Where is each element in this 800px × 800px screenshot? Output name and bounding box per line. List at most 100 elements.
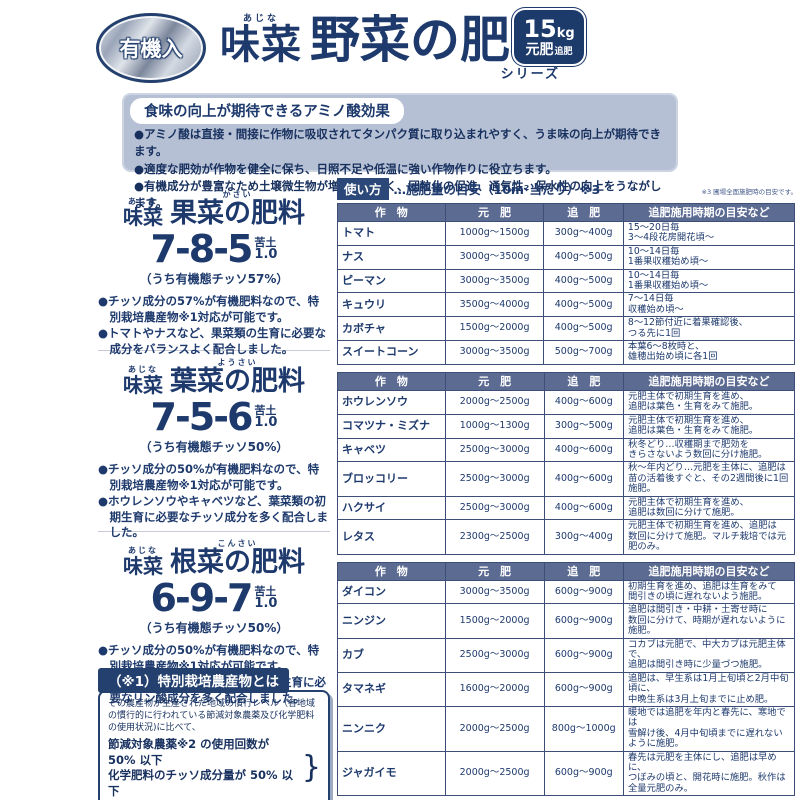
crop-name: ハクサイ	[337, 495, 446, 521]
col-timing: 追肥施用時期の目安など	[622, 203, 796, 222]
magnesia-label: 苦土	[254, 236, 277, 249]
topdress-amount: 400g〜500g	[543, 316, 624, 342]
topdress-amount: 400g〜600g	[543, 437, 625, 463]
crop-name: ナス	[337, 244, 446, 270]
timing-note: 秋〜年内どり…元肥を主体に、追肥は 苗の活着後すぐと、その2週間後に1回施肥。	[623, 461, 795, 497]
magnesia-value: 1.0	[254, 415, 278, 430]
basal-amount: 1600g〜2000g	[444, 671, 545, 708]
banner-bullet: ●適度な肥効が作物を健全に保ち、日照不足や低温に強い作物作りに役立ちます。	[134, 161, 557, 176]
crop-name: カボチャ	[337, 316, 446, 342]
timing-note: 秋冬どり…収穫期まで肥効を きらさないよう数回に分け施肥。	[623, 437, 795, 463]
basal-amount: 2000g〜2500g	[444, 750, 545, 797]
basal-amount: 2500g〜3000g	[444, 437, 545, 463]
basal-amount: 3000g〜3500g	[444, 579, 545, 605]
timing-note: 追肥は間引き・中耕・土寄せ時に 数回に分けて、時期が遅れないように施肥。	[622, 603, 796, 639]
basal-amount: 1500g〜2000g	[444, 603, 545, 639]
basal-amount: 2500g〜3000g	[444, 637, 545, 673]
crop-name: トマト	[337, 221, 446, 246]
note1-intro: その農産物が生産された地域の慣行レベル（各地域の慣行的に行われている節減対象農薬…	[108, 699, 316, 734]
topdress-amount: 400g〜600g	[543, 495, 625, 521]
table-row: ジャガイモ 2000g〜2500g 600g〜900g 春先は元肥を主体にし、追肥は早…	[337, 750, 796, 797]
topdress-amount: 300g〜400g	[543, 519, 625, 555]
crop-name: キュウリ	[337, 292, 446, 318]
topdress-amount: 300g〜500g	[543, 413, 625, 439]
crop-name: ホウレンソウ	[337, 389, 446, 415]
timing-note: 元肥主体で初期生育を進め、 追肥は葉色・生育をみて施肥。	[623, 413, 795, 439]
table-row: ピーマン 3000g〜3500g 400g〜500g 10〜14日毎 1番果収穫始め頃…	[337, 268, 796, 294]
banner-bullets: ●アミノ酸は直接・間接に作物に吸収されてタンパク質に取り込まれやすく、うま味の向…	[122, 124, 678, 212]
topdress-amount: 600g〜900g	[543, 671, 624, 708]
basal-amount: 2300g〜2500g	[444, 519, 545, 555]
table-row: トマト 1000g〜1500g 300g〜400g 15〜20日毎 3〜4段花房開花頃…	[337, 221, 796, 246]
timing-note: 追肥は、早生系は1月上旬頃と2月中旬頃に、 中晩生系は3月上旬までに止め肥。	[622, 671, 796, 708]
usage-footnote: ※3 圃場全面施肥時の目安です。	[701, 188, 798, 196]
banner-bullet: ●アミノ酸は直接・間接に作物に吸収されてタンパク質に取り込まれやすく、うま味の向…	[134, 127, 661, 159]
product-brand: 味菜	[123, 205, 163, 229]
timing-note: 元肥主体で初期生育を進め、追肥は 数回に分けて施肥。マルチ栽培では元肥のみ。	[623, 519, 795, 555]
note1-bold-line: 化学肥料のチッソ成分量が 50% 以下	[108, 768, 294, 798]
timing-note: 8〜12節付近に着果確認後、 つる先に1回	[622, 316, 796, 342]
product-brand-ruby: あじな	[128, 197, 158, 206]
col-crop: 作 物	[337, 561, 446, 581]
table-row: ダイコン 3000g〜3500g 600g〜900g 初期生育を進め、追肥は生育をみて…	[337, 579, 796, 605]
product-name-ruby: こんさい	[217, 539, 258, 548]
basal-amount: 1500g〜2000g	[444, 316, 545, 342]
product-name: 根菜の肥料	[170, 547, 305, 578]
basal-amount: 1000g〜1300g	[444, 413, 545, 439]
col-topdress: 追 肥	[543, 203, 624, 222]
basal-amount: 2500g〜3000g	[444, 461, 545, 497]
weight-number: 15	[523, 15, 557, 43]
topdress-amount: 400g〜600g	[543, 389, 625, 415]
usage-label: 使い方	[337, 178, 389, 200]
npk-value: 7-8-5	[150, 227, 254, 271]
organic-badge: 有機入	[96, 13, 206, 83]
col-crop: 作 物	[337, 371, 446, 391]
product-bullet: ●チッソ成分の50%が有機肥料なので、特別栽培農産物※1対応が可能です。	[98, 462, 320, 492]
timing-note: 15〜20日毎 3〜4段花房開花頃〜	[622, 221, 796, 246]
organic-badge-label: 有機入	[119, 37, 183, 61]
crop-name: ダイコン	[337, 579, 446, 605]
organic-ratio: （うち有機態チッソ50%）	[139, 440, 289, 454]
topdress-amount: 300g〜400g	[543, 221, 624, 246]
amino-banner: 食味の向上が期待できるアミノ酸効果 ●アミノ酸は直接・間接に作物に吸収されてタン…	[122, 93, 678, 210]
product-brand: 味菜	[123, 554, 163, 578]
product-brand-ruby: あじな	[128, 365, 158, 374]
crop-name: スイートコーン	[337, 340, 446, 365]
crop-name: ピーマン	[337, 268, 446, 294]
table-row: ハクサイ 2500g〜3000g 400g〜600g 元肥主体で初期生育を進め、 追肥…	[337, 495, 795, 521]
product-root-veg: あじな 味菜 こんさい 根菜の肥料 6-9-7 苦土 1.0 （うち有機態チッソ50%…	[98, 531, 330, 705]
col-topdress: 追 肥	[543, 371, 625, 391]
product-brand-ruby: あじな	[128, 546, 158, 555]
table-header-row: 作 物 元 肥 追 肥 追肥施用時期の目安など	[337, 561, 796, 581]
product-bullet: ●トマトやナスなど、果菜類の生育に必要な成分をバランスよく配合しました。	[98, 325, 326, 356]
table-row: カボチャ 1500g〜2000g 400g〜500g 8〜12節付近に着果確認後、 つ…	[337, 316, 796, 342]
col-timing: 追肥施用時期の目安など	[623, 371, 795, 391]
table-header-row: 作 物 元 肥 追 肥 追肥施用時期の目安など	[337, 203, 796, 222]
table-header-row: 作 物 元 肥 追 肥 追肥施用時期の目安など	[337, 371, 795, 391]
usage-header: 使い方 …施肥量の目安（10m²当たり）※3 ※3 圃場全面施肥時の目安です。	[337, 178, 797, 200]
organic-ratio: （うち有機態チッソ50%）	[139, 621, 289, 635]
product-leaf-veg: あじな 味菜 ようさい 葉菜の肥料 7-5-6 苦土 1.0 （うち有機態チッソ50%…	[98, 350, 330, 539]
timing-note: 春先は元肥を主体にし、追肥は早めに、 つぼみの頃と、開花時に施肥。秋作は全量元肥…	[622, 750, 796, 797]
npk-value: 6-9-7	[150, 576, 254, 620]
product-column: あじな 味菜 かさい 果菜の肥料 7-8-5 苦土 1.0 （うち有機態チッソ57%）…	[98, 183, 330, 800]
topdress-amount: 600g〜900g	[543, 579, 624, 605]
product-name: 葉菜の肥料	[170, 366, 305, 397]
table-row: スイートコーン 3000g〜3500g 500g〜700g 本葉6〜8枚時と、 雄穂出…	[337, 340, 796, 365]
crop-name: ニンジン	[337, 603, 446, 639]
basal-label: 元肥	[525, 42, 554, 58]
timing-note: 10〜14日毎 1番果収穫始め頃〜	[622, 244, 796, 270]
basal-amount: 3500g〜4000g	[444, 292, 545, 318]
table-row: カブ 2500g〜3000g 600g〜900g コカブは元肥で、中大カブは元肥主体で…	[337, 637, 796, 673]
timing-note: 初期生育を進め、追肥は生育をみて 間引きの頃に遅れないよう施肥。	[622, 579, 796, 605]
basal-amount: 3000g〜3500g	[444, 268, 545, 294]
topdress-amount: 600g〜900g	[543, 603, 624, 639]
brand-ruby-group: あじな 味菜	[220, 14, 302, 65]
topdress-amount: 500g〜700g	[543, 340, 624, 365]
crop-name: ジャガイモ	[337, 750, 446, 797]
product-name-ruby: かさい	[222, 190, 253, 199]
table-row: キュウリ 3500g〜4000g 400g〜500g 7〜14日毎 収穫始め頃〜	[337, 292, 796, 318]
topdress-amount: 400g〜500g	[543, 244, 624, 270]
magnesia-label: 苦土	[254, 404, 277, 417]
